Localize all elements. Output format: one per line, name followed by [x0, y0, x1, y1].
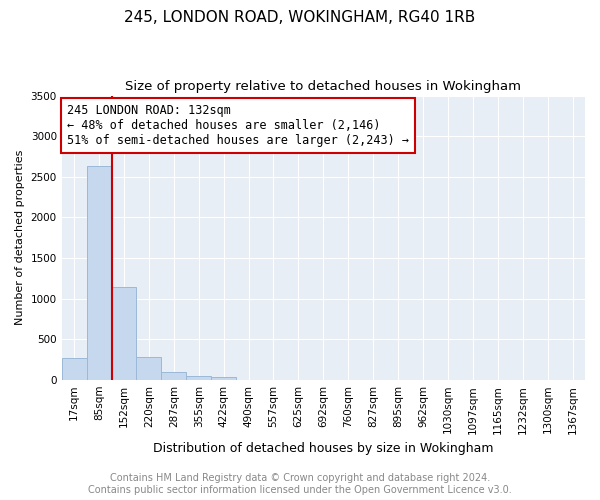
- Title: Size of property relative to detached houses in Wokingham: Size of property relative to detached ho…: [125, 80, 521, 93]
- Bar: [62, 358, 86, 380]
- Text: 245, LONDON ROAD, WOKINGHAM, RG40 1RB: 245, LONDON ROAD, WOKINGHAM, RG40 1RB: [124, 10, 476, 25]
- X-axis label: Distribution of detached houses by size in Wokingham: Distribution of detached houses by size …: [153, 442, 494, 455]
- Bar: [86, 166, 112, 380]
- Text: Contains HM Land Registry data © Crown copyright and database right 2024.
Contai: Contains HM Land Registry data © Crown c…: [88, 474, 512, 495]
- Bar: [186, 376, 211, 380]
- Text: 245 LONDON ROAD: 132sqm
← 48% of detached houses are smaller (2,146)
51% of semi: 245 LONDON ROAD: 132sqm ← 48% of detache…: [67, 104, 409, 147]
- Bar: [112, 286, 136, 380]
- Y-axis label: Number of detached properties: Number of detached properties: [15, 150, 25, 326]
- Bar: [136, 358, 161, 380]
- Bar: [161, 372, 186, 380]
- Bar: [211, 377, 236, 380]
